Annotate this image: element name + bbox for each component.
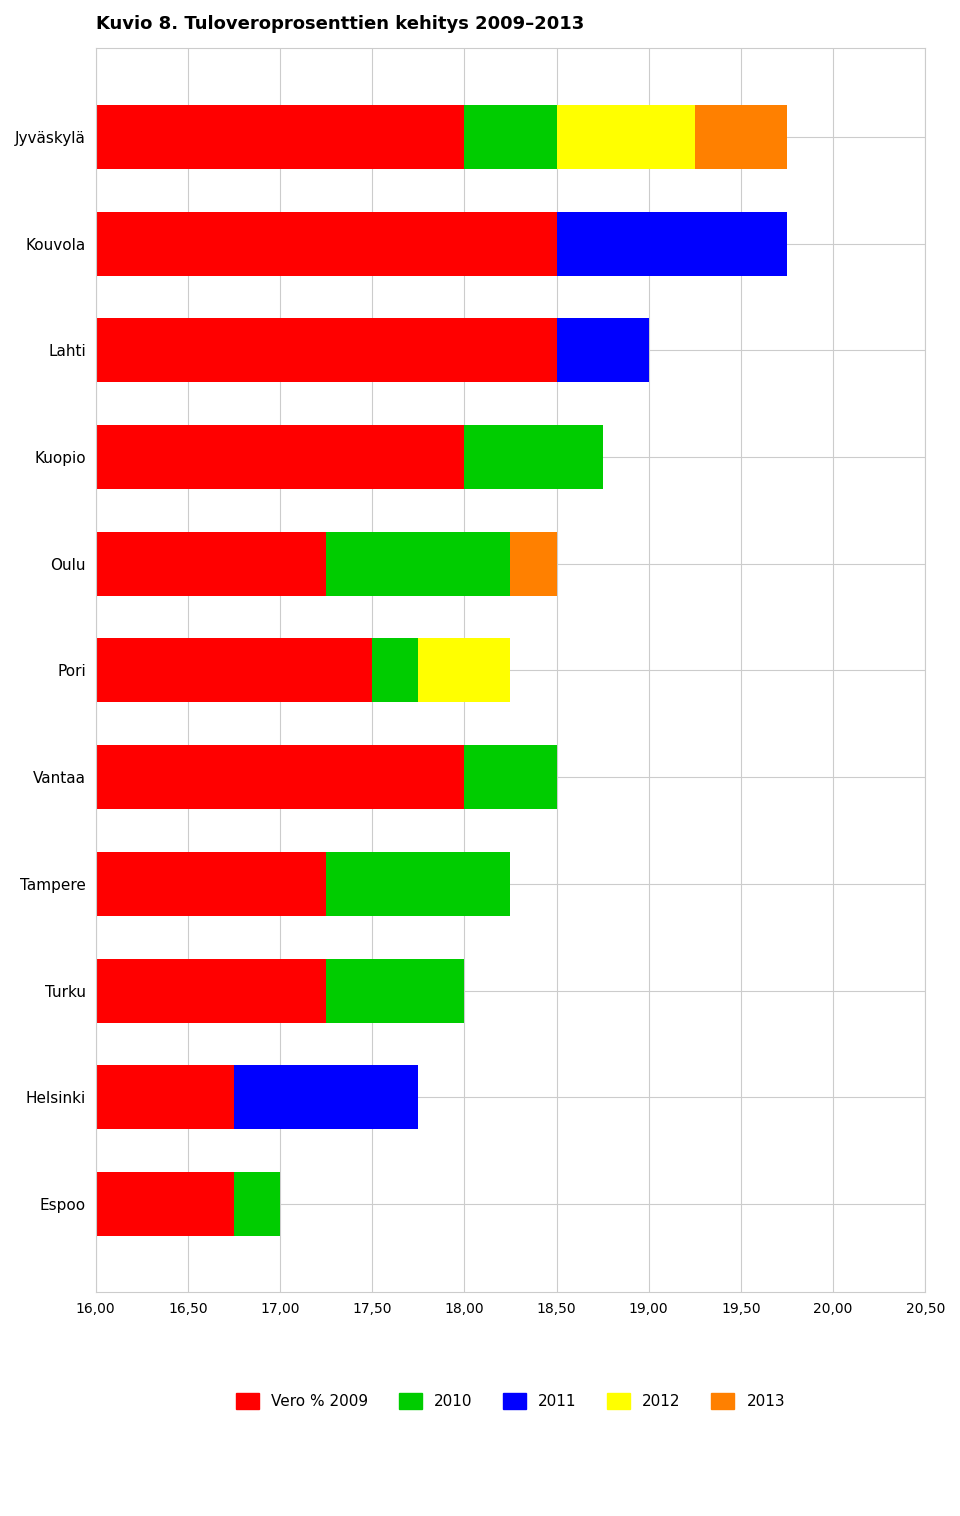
Bar — [96, 1066, 234, 1129]
Bar — [96, 852, 326, 916]
Bar — [96, 638, 372, 702]
Bar — [96, 105, 465, 168]
Bar — [326, 958, 465, 1023]
Text: Kuvio 8. Tuloveroprosenttien kehitys 2009–2013: Kuvio 8. Tuloveroprosenttien kehitys 200… — [96, 15, 584, 33]
Bar — [96, 1172, 234, 1236]
Bar — [372, 638, 419, 702]
Bar — [234, 1066, 419, 1129]
Bar — [96, 532, 326, 596]
Bar — [465, 105, 557, 168]
Bar — [96, 318, 557, 382]
Bar — [326, 532, 511, 596]
Bar — [234, 1172, 280, 1236]
Bar — [695, 105, 787, 168]
Bar — [557, 105, 695, 168]
Bar — [557, 212, 787, 276]
Bar — [557, 318, 649, 382]
Legend: Vero % 2009, 2010, 2011, 2012, 2013: Vero % 2009, 2010, 2011, 2012, 2013 — [229, 1387, 791, 1416]
Bar — [96, 958, 326, 1023]
Bar — [326, 852, 511, 916]
Bar — [465, 746, 557, 810]
Bar — [96, 212, 557, 276]
Bar — [96, 424, 465, 490]
Bar — [511, 532, 557, 596]
Bar — [96, 746, 465, 810]
Bar — [419, 638, 511, 702]
Bar — [465, 424, 603, 490]
